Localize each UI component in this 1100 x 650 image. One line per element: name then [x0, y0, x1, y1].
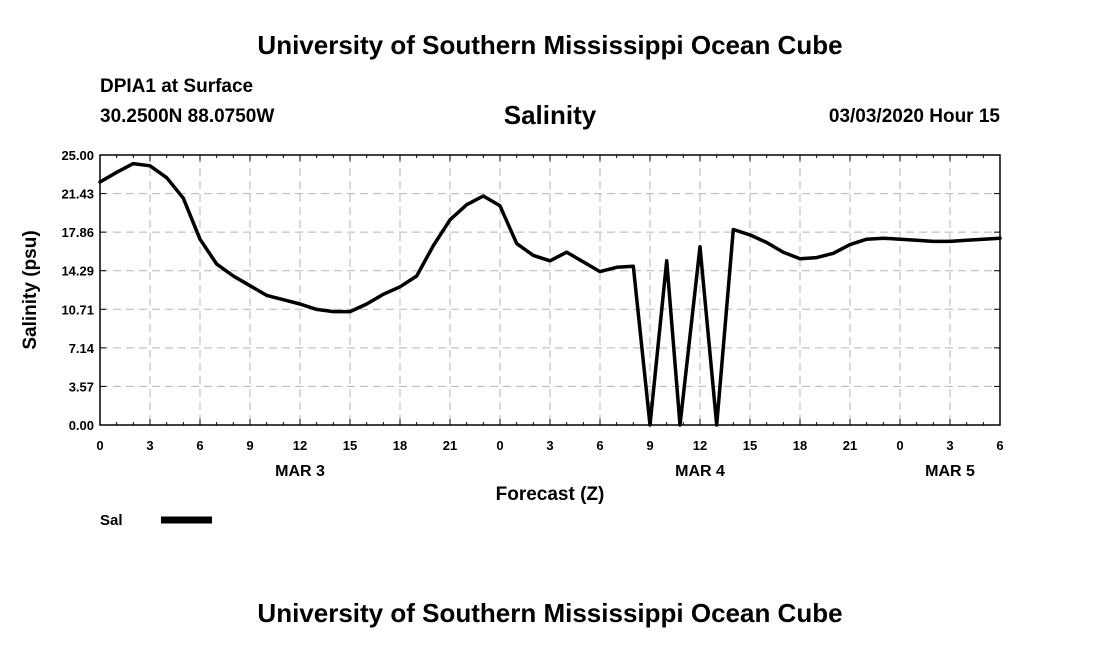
x-tick-label: 21 [843, 438, 857, 453]
footer-title: University of Southern Mississippi Ocean… [257, 598, 843, 628]
y-tick-label: 25.00 [61, 148, 94, 163]
x-tick-label: 12 [293, 438, 307, 453]
x-tick-label: 0 [496, 438, 503, 453]
day-label: MAR 5 [925, 463, 975, 480]
y-tick-label: 17.86 [61, 225, 94, 240]
x-tick-label: 15 [343, 438, 357, 453]
x-axis-label: Forecast (Z) [496, 484, 605, 505]
grid-lines [100, 155, 1000, 425]
x-tick-label: 9 [246, 438, 253, 453]
y-tick-label: 3.57 [69, 379, 94, 394]
day-label: MAR 3 [275, 463, 325, 480]
series-line-salinity [98, 161, 1002, 427]
x-tick-label: 18 [393, 438, 407, 453]
x-tick-label: 15 [743, 438, 757, 453]
forecast-datetime: 03/03/2020 Hour 15 [828, 106, 1000, 127]
x-tick-label: 3 [146, 438, 153, 453]
x-tick-label: 3 [946, 438, 953, 453]
x-tick-label: 9 [646, 438, 653, 453]
legend: Sal [100, 512, 212, 529]
x-tick-label: 6 [996, 438, 1003, 453]
x-tick-label: 18 [793, 438, 807, 453]
y-tick-label: 7.14 [69, 341, 95, 356]
legend-label: Sal [100, 512, 123, 529]
day-label: MAR 4 [675, 463, 725, 480]
y-tick-label: 14.29 [61, 264, 94, 279]
axis-ticks: 0.00 3.57 7.14 10.71 14.29 17.86 21.43 25.00 0 3 6… [61, 148, 1003, 480]
y-tick-label: 0.00 [69, 418, 94, 433]
x-tick-label: 3 [546, 438, 553, 453]
x-tick-label: 0 [896, 438, 903, 453]
variable-title: Salinity [503, 100, 597, 130]
series-layer [98, 161, 1002, 427]
chart-title: University of Southern Mississippi Ocean… [257, 30, 843, 60]
x-tick-label: 6 [196, 438, 203, 453]
station-label: DPIA1 at Surface [100, 76, 254, 97]
y-tick-label: 10.71 [61, 302, 94, 317]
x-tick-label: 6 [596, 438, 603, 453]
x-tick-label: 0 [96, 438, 103, 453]
x-tick-label: 21 [443, 438, 457, 453]
y-tick-label: 21.43 [61, 187, 94, 202]
x-tick-label: 12 [693, 438, 707, 453]
coordinates-label: 30.2500N 88.0750W [100, 106, 275, 127]
y-axis-label: Salinity (psu) [20, 230, 41, 349]
